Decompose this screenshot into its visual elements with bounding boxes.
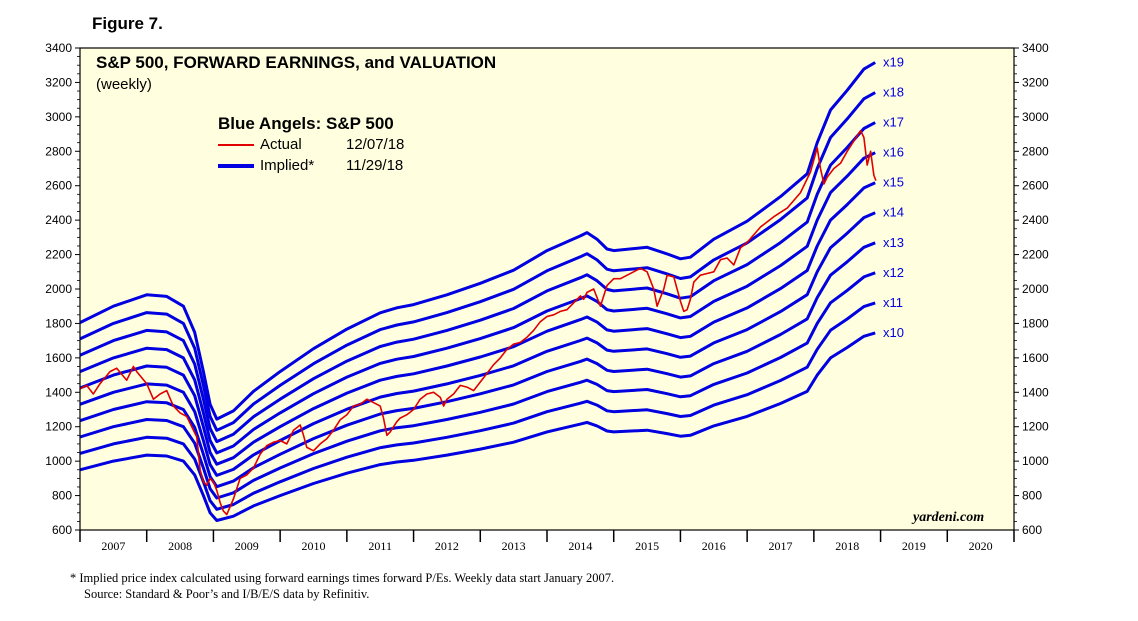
implied-line-x16 — [79, 151, 876, 455]
legend-entry-implied: Implied* 11/29/18 — [218, 157, 403, 174]
implied-line-x19 — [79, 61, 876, 421]
footnote-source: Source: Standard & Poor’s and I/B/E/S da… — [84, 587, 370, 601]
y-tick-label-left: 800 — [52, 489, 72, 503]
y-tick-label-left: 600 — [52, 523, 72, 537]
multiple-label-x11: x11 — [883, 295, 903, 310]
chart-subtitle: (weekly) — [96, 76, 152, 93]
x-tick-label: 2015 — [635, 539, 659, 553]
legend-swatch-implied — [218, 164, 254, 169]
x-tick-label: 2009 — [235, 539, 259, 553]
y-tick-label-right: 1400 — [1022, 385, 1049, 399]
multiple-label-x13: x13 — [883, 235, 904, 250]
y-tick-label-left: 1800 — [45, 316, 72, 330]
implied-line-x17 — [79, 121, 876, 444]
multiple-labels: x10 x11 x12 x13 x14 x15 x16 x17 x18 x19 — [883, 55, 904, 340]
y-tick-label-right: 2800 — [1022, 144, 1049, 158]
x-tick-label: 2010 — [302, 539, 326, 553]
legend-label-actual: Actual — [260, 136, 302, 153]
implied-line-x18 — [79, 91, 876, 432]
y-tick-label-left: 3400 — [45, 41, 72, 55]
y-tick-label-right: 600 — [1022, 523, 1042, 537]
x-tick-label: 2012 — [435, 539, 459, 553]
watermark: yardeni.com — [913, 510, 985, 525]
legend-date-implied: 11/29/18 — [346, 157, 404, 174]
multiple-label-x16: x16 — [883, 145, 904, 160]
multiple-label-x18: x18 — [883, 85, 904, 100]
plot-area — [80, 48, 1014, 530]
x-tick-label: 2014 — [568, 539, 592, 553]
figure-label: Figure 7. — [92, 14, 163, 33]
y-tick-label-right: 1800 — [1022, 316, 1049, 330]
legend-label-implied: Implied* — [260, 157, 315, 174]
y-tick-label-left: 1000 — [45, 454, 72, 468]
implied-line-x11 — [79, 301, 876, 511]
y-tick-label-right: 2200 — [1022, 248, 1049, 262]
y-tick-label-left: 1400 — [45, 385, 72, 399]
implied-line-x10 — [79, 331, 876, 522]
y-tick-label-right: 1600 — [1022, 351, 1049, 365]
multiple-label-x19: x19 — [883, 55, 904, 70]
x-tick-label: 2011 — [368, 539, 392, 553]
legend-entry-actual: Actual 12/07/18 — [218, 136, 404, 153]
implied-line-x13 — [79, 241, 876, 489]
legend-swatch-actual — [218, 144, 254, 147]
y-tick-label-left: 2400 — [45, 213, 72, 227]
footnote-note: * Implied price index calculated using f… — [70, 571, 615, 585]
x-tick-label: 2007 — [101, 539, 125, 553]
actual-line — [79, 129, 877, 516]
x-tick-label: 2008 — [168, 539, 192, 553]
y-tick-label-right: 1200 — [1022, 420, 1049, 434]
implied-line-x15 — [79, 181, 876, 466]
y-tick-label-left: 2000 — [45, 282, 72, 296]
y-tick-label-left: 1600 — [45, 351, 72, 365]
x-tick-label: 2018 — [835, 539, 859, 553]
implied-lines — [79, 61, 876, 522]
x-tick-label: 2019 — [902, 539, 926, 553]
y-tick-label-right: 1000 — [1022, 454, 1049, 468]
x-tick-label: 2013 — [502, 539, 526, 553]
x-tick-label: 2016 — [702, 539, 726, 553]
y-tick-label-right: 3200 — [1022, 75, 1049, 89]
chart-title: S&P 500, FORWARD EARNINGS, and VALUATION — [96, 53, 497, 72]
y-tick-label-right: 2000 — [1022, 282, 1049, 296]
legend-title: Blue Angels: S&P 500 — [218, 114, 394, 133]
y-tick-label-right: 2600 — [1022, 179, 1049, 193]
actual-series — [79, 129, 877, 516]
y-tick-label-left: 2600 — [45, 179, 72, 193]
y-tick-label-left: 3200 — [45, 75, 72, 89]
multiple-label-x12: x12 — [883, 265, 904, 280]
multiple-label-x17: x17 — [883, 115, 904, 130]
y-tick-label-left: 3000 — [45, 110, 72, 124]
y-tick-label-right: 3400 — [1022, 41, 1049, 55]
plot-frame — [79, 47, 1015, 531]
x-tick-label: 2020 — [969, 539, 993, 553]
legend-date-actual: 12/07/18 — [346, 136, 405, 153]
y-tick-label-left: 2800 — [45, 144, 72, 158]
multiple-label-x10: x10 — [883, 325, 904, 340]
multiple-label-x15: x15 — [883, 175, 904, 190]
multiple-label-x14: x14 — [883, 205, 904, 220]
implied-line-x14 — [79, 211, 876, 477]
y-tick-label-left: 1200 — [45, 420, 72, 434]
y-tick-label-right: 800 — [1022, 489, 1042, 503]
y-tick-label-right: 2400 — [1022, 213, 1049, 227]
implied-line-x12 — [79, 271, 876, 500]
y-tick-label-left: 2200 — [45, 248, 72, 262]
x-tick-label: 2017 — [769, 539, 793, 553]
y-tick-label-right: 3000 — [1022, 110, 1049, 124]
